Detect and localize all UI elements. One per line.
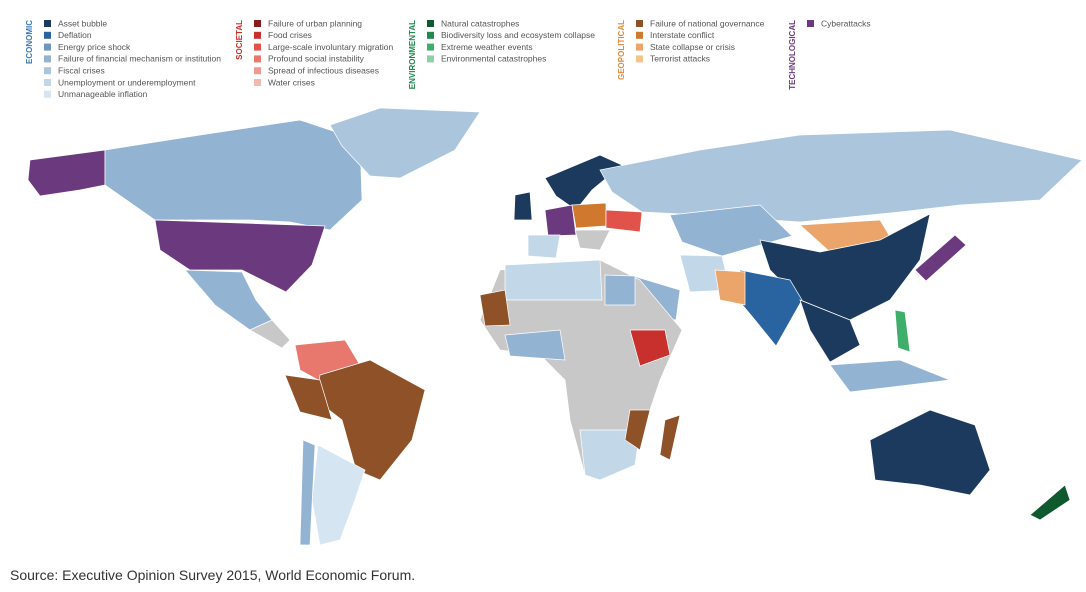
legend-swatch — [427, 55, 434, 63]
legend-swatch — [636, 43, 643, 51]
legend-swatch — [254, 43, 261, 51]
region — [504, 329, 566, 361]
region — [605, 209, 643, 233]
region — [513, 191, 533, 221]
legend-label: Asset bubble — [58, 18, 107, 28]
region — [869, 409, 991, 496]
legend-label: Interstate conflict — [650, 30, 715, 40]
legend-swatch — [44, 55, 51, 63]
legend-swatch — [44, 20, 51, 27]
legend: ECONOMIC Asset bubble Deflation Energy pric… — [25, 18, 871, 99]
legend-label: Failure of urban planning — [268, 18, 362, 28]
legend-label: Environmental catastrophes — [441, 54, 546, 64]
legend-swatch — [44, 79, 51, 86]
legend-swatch — [254, 55, 261, 63]
legend-label: Extreme weather events — [441, 42, 533, 52]
legend-swatch — [44, 90, 51, 98]
legend-group-title: ECONOMIC — [25, 20, 34, 64]
region — [714, 269, 746, 306]
legend-label: Failure of national governance — [650, 18, 765, 28]
legend-label: Failure of financial mechanism or instit… — [58, 54, 221, 64]
legend-swatch — [254, 31, 261, 39]
region — [629, 329, 671, 367]
legend-swatch — [44, 43, 51, 51]
region — [299, 439, 316, 546]
legend-label: Natural catastrophes — [441, 18, 519, 28]
legend-label: Spread of infectious diseases — [268, 65, 379, 75]
legend-swatch — [636, 55, 643, 63]
legend-label: Energy price shock — [58, 42, 131, 52]
region — [829, 359, 951, 393]
region — [571, 202, 607, 229]
legend-label: Biodiversity loss and ecosystem collapse — [441, 30, 595, 40]
region — [599, 129, 1083, 223]
region — [1029, 484, 1071, 521]
legend-label: State collapse or crisis — [650, 42, 735, 52]
legend-swatch — [427, 20, 434, 27]
region — [184, 269, 273, 331]
region — [104, 119, 363, 231]
legend-swatch — [254, 20, 261, 27]
region — [574, 229, 611, 251]
region — [27, 149, 106, 197]
region — [544, 154, 623, 211]
legend-label: Large-scale involuntary migration — [268, 42, 393, 52]
legend-swatch — [254, 79, 261, 86]
legend-swatch — [44, 31, 51, 39]
region — [624, 409, 651, 451]
legend-label: Fiscal crises — [58, 65, 105, 75]
legend-swatch — [44, 67, 51, 75]
world-map — [27, 107, 1083, 546]
legend-swatch — [254, 67, 261, 75]
legend-group-title: SOCIETAL — [235, 20, 244, 60]
legend-label: Unemployment or underemployment — [58, 77, 196, 87]
region — [659, 414, 681, 461]
region — [479, 289, 511, 327]
legend-label: Cyberattacks — [821, 18, 871, 28]
region — [249, 319, 291, 349]
region — [329, 107, 481, 179]
region — [604, 274, 636, 306]
region — [894, 309, 911, 353]
legend-swatch — [427, 43, 434, 51]
legend-label: Unmanageable inflation — [58, 89, 148, 99]
legend-swatch — [636, 20, 643, 27]
legend-group-title: TECHNOLOGICAL — [788, 20, 797, 90]
region — [914, 234, 967, 282]
legend-group-title: ENVIRONMENTAL — [408, 20, 417, 89]
legend-label: Water crises — [268, 77, 315, 87]
region — [504, 259, 603, 301]
region — [154, 219, 326, 293]
legend-group-title: GEOPOLITICAL — [617, 20, 626, 80]
source: Source: Executive Opinion Survey 2015, W… — [10, 567, 415, 583]
region — [527, 234, 561, 259]
region — [799, 299, 861, 363]
region — [544, 204, 577, 237]
legend-swatch — [807, 20, 814, 27]
legend-swatch — [427, 31, 434, 39]
legend-label: Terrorist attacks — [650, 54, 710, 64]
region — [284, 374, 333, 421]
legend-swatch — [636, 31, 643, 39]
legend-label: Profound social instability — [268, 54, 365, 64]
legend-label: Food crises — [268, 30, 312, 40]
legend-label: Deflation — [58, 30, 92, 40]
